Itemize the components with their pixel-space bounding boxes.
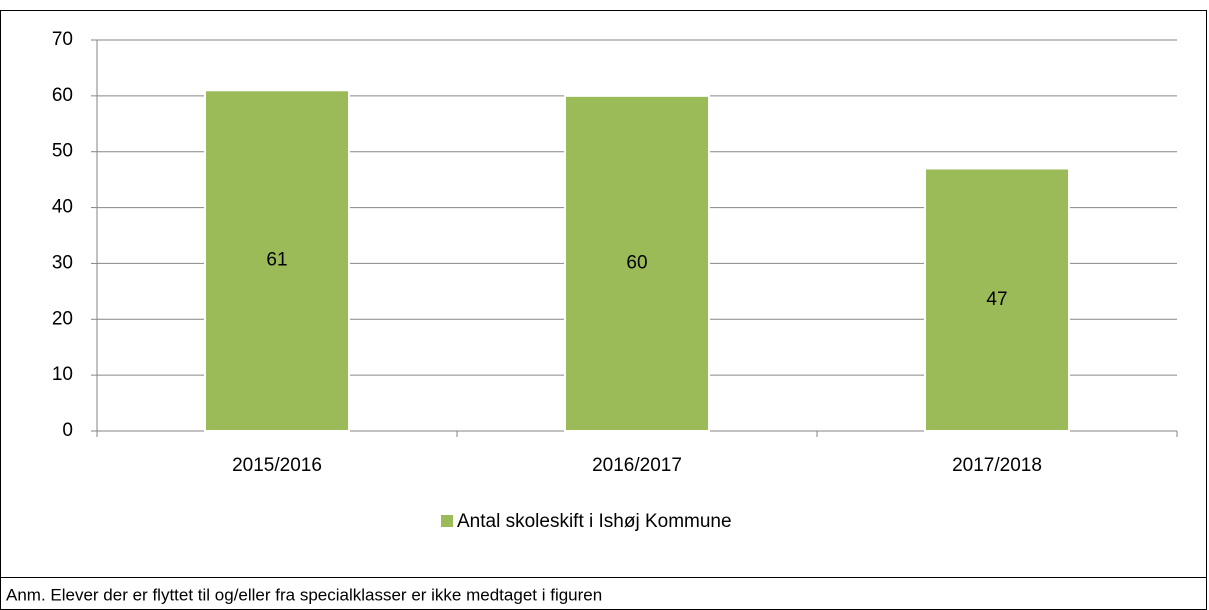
y-tick-label: 30 <box>52 252 73 273</box>
data-label: 47 <box>986 289 1007 310</box>
note: Anm. Elever der er flyttet til og/eller … <box>6 585 602 604</box>
y-tick-label: 60 <box>52 85 73 106</box>
bar <box>924 167 1070 432</box>
y-tick-label: 20 <box>52 308 73 329</box>
y-tick-label: 0 <box>62 420 73 441</box>
legend-label: Antal skoleskift i Ishøj Kommune <box>457 511 732 532</box>
y-tick-label: 40 <box>52 197 73 218</box>
data-label: 60 <box>626 252 647 273</box>
y-tick-label: 70 <box>52 29 73 50</box>
legend-swatch <box>441 515 453 527</box>
y-tick-label: 50 <box>52 141 73 162</box>
data-label: 61 <box>266 250 287 271</box>
x-tick-label: 2015/2016 <box>232 455 322 476</box>
x-tick-label: 2017/2018 <box>952 455 1042 476</box>
x-tick-label: 2016/2017 <box>592 455 682 476</box>
y-tick-label: 10 <box>52 364 73 385</box>
bar <box>564 94 710 432</box>
bar <box>204 89 350 433</box>
